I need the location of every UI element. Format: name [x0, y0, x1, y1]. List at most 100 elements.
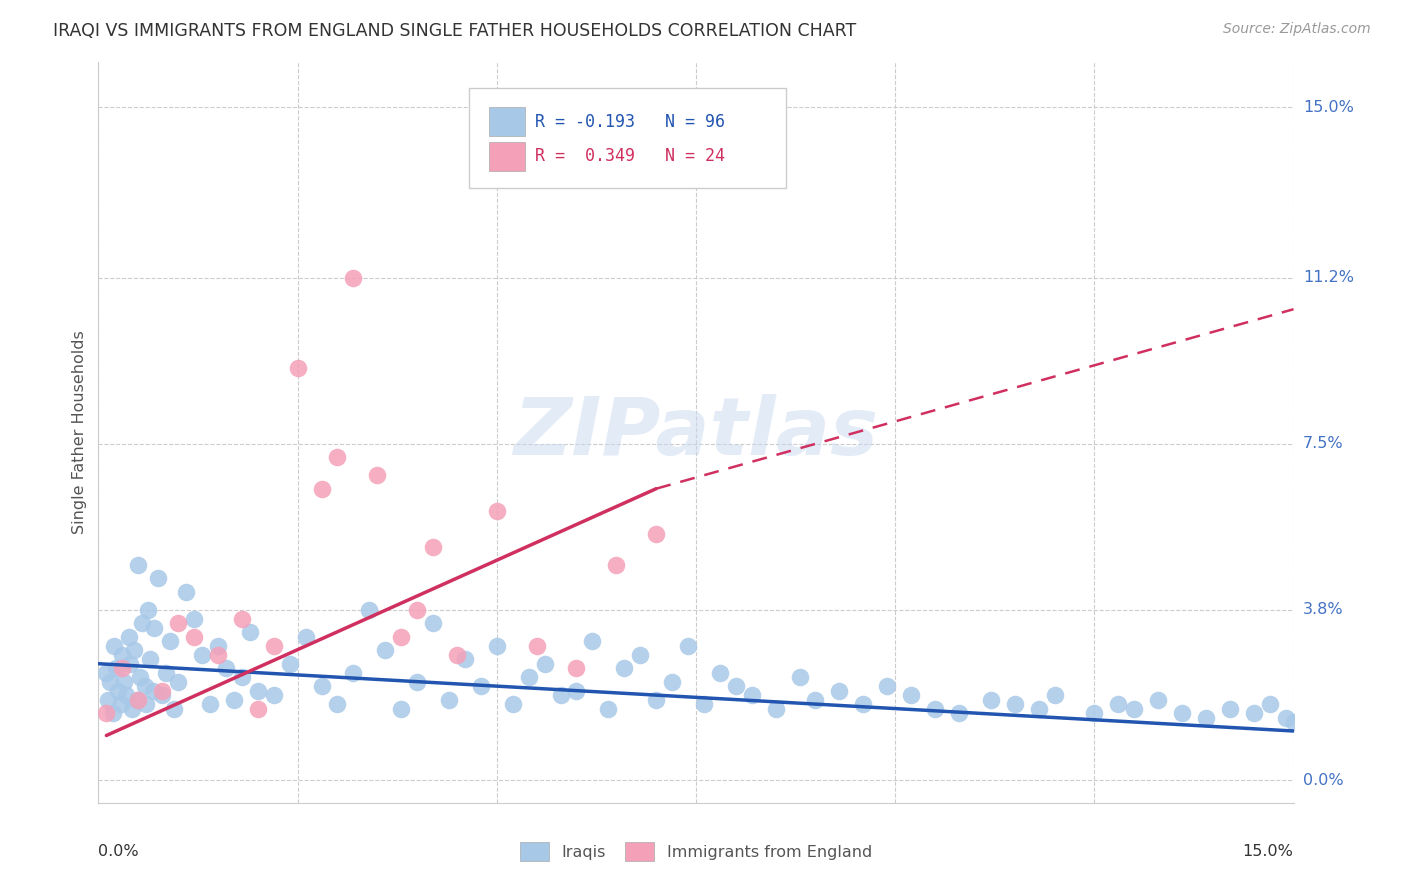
Point: [741, 688, 763, 702]
Point: [709, 665, 731, 680]
Point: [422, 540, 444, 554]
Text: 7.5%: 7.5%: [1303, 436, 1344, 451]
Point: [1043, 688, 1066, 702]
Point: [163, 701, 186, 715]
Point: [502, 697, 524, 711]
Point: [124, 643, 146, 657]
Point: [342, 665, 364, 680]
Point: [789, 670, 811, 684]
Point: [326, 697, 349, 711]
Point: [134, 679, 156, 693]
Point: [215, 661, 238, 675]
Point: [246, 701, 269, 715]
Point: [366, 468, 388, 483]
Point: [900, 688, 922, 702]
Point: [112, 674, 135, 689]
Point: [104, 661, 127, 675]
Point: [263, 639, 285, 653]
Point: [406, 674, 429, 689]
Text: 15.0%: 15.0%: [1303, 100, 1354, 115]
Point: [96, 706, 118, 720]
Point: [183, 612, 205, 626]
Point: [724, 679, 747, 693]
Point: [198, 697, 221, 711]
Text: Source: ZipAtlas.com: Source: ZipAtlas.com: [1223, 22, 1371, 37]
FancyBboxPatch shape: [489, 107, 524, 136]
Point: [111, 648, 134, 662]
Point: [1107, 697, 1129, 711]
Point: [446, 648, 468, 662]
Point: [645, 526, 668, 541]
Point: [107, 683, 129, 698]
Point: [136, 603, 159, 617]
Point: [1171, 706, 1194, 720]
Point: [139, 652, 162, 666]
Point: [1028, 701, 1050, 715]
Point: [852, 697, 875, 711]
Point: [676, 639, 699, 653]
Point: [454, 652, 477, 666]
Point: [422, 616, 444, 631]
Point: [143, 621, 166, 635]
Point: [239, 625, 262, 640]
Point: [150, 683, 173, 698]
Text: ZIPatlas: ZIPatlas: [513, 393, 879, 472]
Point: [389, 701, 412, 715]
Text: 0.0%: 0.0%: [1303, 772, 1344, 788]
Point: [581, 634, 603, 648]
Point: [359, 603, 381, 617]
Y-axis label: Single Father Households: Single Father Households: [72, 331, 87, 534]
Point: [287, 360, 309, 375]
Point: [207, 639, 229, 653]
Point: [517, 670, 540, 684]
Point: [693, 697, 716, 711]
Point: [374, 643, 396, 657]
Point: [127, 692, 149, 706]
Text: 11.2%: 11.2%: [1303, 270, 1354, 285]
Point: [948, 706, 970, 720]
Legend: Iraqis, Immigrants from England: Iraqis, Immigrants from England: [520, 842, 872, 862]
Point: [294, 630, 316, 644]
Point: [150, 688, 173, 702]
Point: [828, 683, 851, 698]
Point: [222, 692, 245, 706]
Point: [613, 661, 636, 675]
Point: [605, 558, 627, 572]
Point: [406, 603, 429, 617]
Point: [342, 270, 364, 285]
Point: [231, 670, 253, 684]
Point: [598, 701, 620, 715]
Point: [155, 665, 177, 680]
Point: [645, 692, 668, 706]
Point: [485, 639, 508, 653]
Point: [111, 661, 134, 675]
Point: [191, 648, 214, 662]
Point: [159, 634, 181, 648]
Point: [101, 706, 124, 720]
Point: [103, 639, 125, 653]
Point: [924, 701, 946, 715]
Text: 15.0%: 15.0%: [1243, 844, 1294, 858]
FancyBboxPatch shape: [489, 142, 524, 171]
Point: [120, 657, 142, 671]
Point: [118, 630, 141, 644]
Point: [526, 639, 548, 653]
Point: [565, 661, 588, 675]
Point: [125, 692, 148, 706]
Point: [765, 701, 787, 715]
Point: [183, 630, 205, 644]
Point: [110, 697, 132, 711]
Point: [437, 692, 460, 706]
Point: [1274, 710, 1296, 724]
Point: [278, 657, 301, 671]
Text: 3.8%: 3.8%: [1303, 602, 1344, 617]
Point: [246, 683, 269, 698]
Point: [326, 450, 349, 465]
Point: [148, 571, 170, 585]
Text: 0.0%: 0.0%: [98, 844, 139, 858]
Point: [804, 692, 827, 706]
Point: [207, 648, 229, 662]
Point: [121, 701, 143, 715]
Point: [96, 665, 118, 680]
Point: [1083, 706, 1105, 720]
